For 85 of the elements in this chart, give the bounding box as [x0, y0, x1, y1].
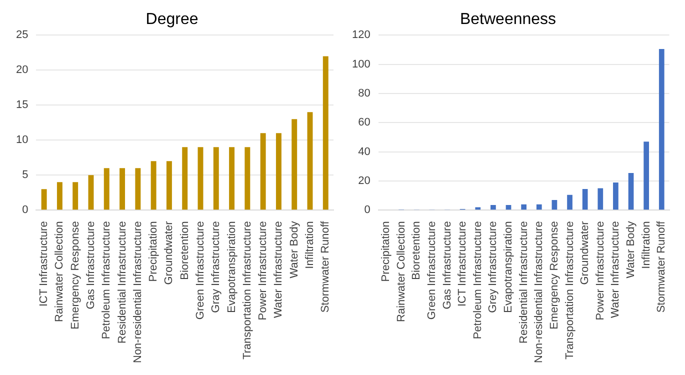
x-tick-label: Green Infrastructure [194, 221, 207, 320]
chart-title: Betweenness [460, 11, 556, 28]
bar [307, 112, 313, 210]
chart-title: Degree [146, 11, 198, 28]
x-tick-label: ICT Infrastructure [38, 221, 50, 307]
x-tick-label: Stormwater Runoff [320, 220, 332, 313]
bar [166, 161, 172, 210]
x-tick-label: Non-residential Infrastructure [533, 221, 546, 364]
bar [567, 194, 572, 210]
bar [506, 205, 512, 210]
x-tick-label: Rainwater Collection [54, 221, 66, 322]
y-tick-label: 0 [364, 204, 370, 216]
bar [244, 147, 250, 210]
y-tick-label: 25 [16, 29, 28, 42]
bar [536, 204, 542, 210]
bar [521, 204, 527, 210]
x-tick-label: Transportation Infrastructure [241, 221, 254, 360]
x-tick-label: Gas Infrastructure [441, 221, 454, 310]
bar [72, 182, 78, 210]
x-tick-label: Infiltration [304, 221, 316, 269]
bar [56, 182, 62, 210]
bar [104, 168, 110, 210]
y-tick-label: 15 [16, 99, 28, 112]
bar [229, 147, 235, 210]
x-tick-label: Groundwater [579, 220, 592, 285]
bar [135, 168, 141, 210]
x-tick-label: Emergency Response [548, 221, 560, 330]
bar [213, 147, 219, 210]
bar [292, 119, 298, 210]
y-tick-label: 5 [22, 169, 28, 182]
bar [628, 172, 634, 210]
x-tick-label: Evapotranspiration [502, 221, 515, 313]
bar [198, 147, 204, 210]
y-tick-label: 80 [358, 88, 370, 100]
y-tick-label: 20 [358, 175, 370, 188]
bar [322, 56, 328, 210]
x-tick-label: Stormwater Runoff [656, 220, 668, 313]
y-tick-label: 100 [352, 58, 370, 70]
bar [276, 133, 282, 210]
x-tick-label: Water Body [625, 220, 638, 278]
x-tick-label: Power Infrastructure [257, 221, 270, 320]
bar [552, 200, 558, 210]
x-tick-label: Grey Infrastructure [487, 221, 500, 313]
x-tick-label: Gray Infrastructure [210, 221, 222, 313]
bar [88, 175, 94, 210]
x-tick-label: Petroleum Infrastructure [100, 221, 113, 340]
x-tick-label: Green Infrastructure [426, 221, 438, 320]
x-tick-label: Petroleum Infrastructure [472, 221, 484, 340]
x-tick-label: Precipitation [380, 221, 392, 282]
bar [490, 205, 496, 210]
x-tick-label: Residential Infrastructure [518, 221, 530, 344]
x-tick-label: Transportation Infrastructure [564, 221, 576, 360]
bar [182, 147, 188, 210]
x-tick-label: Bioretention [178, 221, 191, 280]
x-tick-label: Precipitation [148, 221, 160, 282]
x-tick-label: Power Infrastructure [594, 221, 606, 320]
x-tick-label: ICT Infrastructure [456, 221, 469, 307]
x-tick-label: Bioretention [410, 221, 423, 280]
bar [644, 142, 650, 210]
bar [598, 188, 604, 210]
bar [260, 133, 266, 210]
y-tick-label: 40 [358, 146, 370, 158]
bar [150, 161, 156, 210]
x-tick-label: Residential Infrastructure [116, 221, 128, 344]
x-tick-label: Rainwater Collection [395, 221, 408, 322]
y-tick-label: 0 [22, 204, 28, 216]
bar [658, 49, 664, 210]
y-tick-label: 60 [358, 116, 370, 129]
bar [120, 168, 126, 210]
x-tick-label: Emergency Response [69, 221, 82, 330]
x-tick-label: Water Infrastructure [272, 221, 285, 318]
bar [475, 207, 481, 210]
x-tick-label: Gas Infrastructure [85, 221, 98, 310]
y-tick-label: 20 [16, 64, 28, 76]
x-tick-label: Water Infrastructure [610, 221, 622, 318]
bar [41, 189, 47, 210]
x-tick-label: Non-residential Infrastructure [132, 221, 144, 364]
y-tick-label: 10 [16, 134, 28, 146]
y-tick-label: 120 [352, 29, 370, 42]
x-tick-label: Water Body [288, 220, 300, 278]
bar [613, 182, 618, 210]
x-tick-label: Groundwater [163, 220, 176, 285]
x-tick-label: Infiltration [640, 221, 652, 269]
bar [582, 189, 588, 210]
x-tick-label: Evapotranspiration [226, 221, 238, 313]
